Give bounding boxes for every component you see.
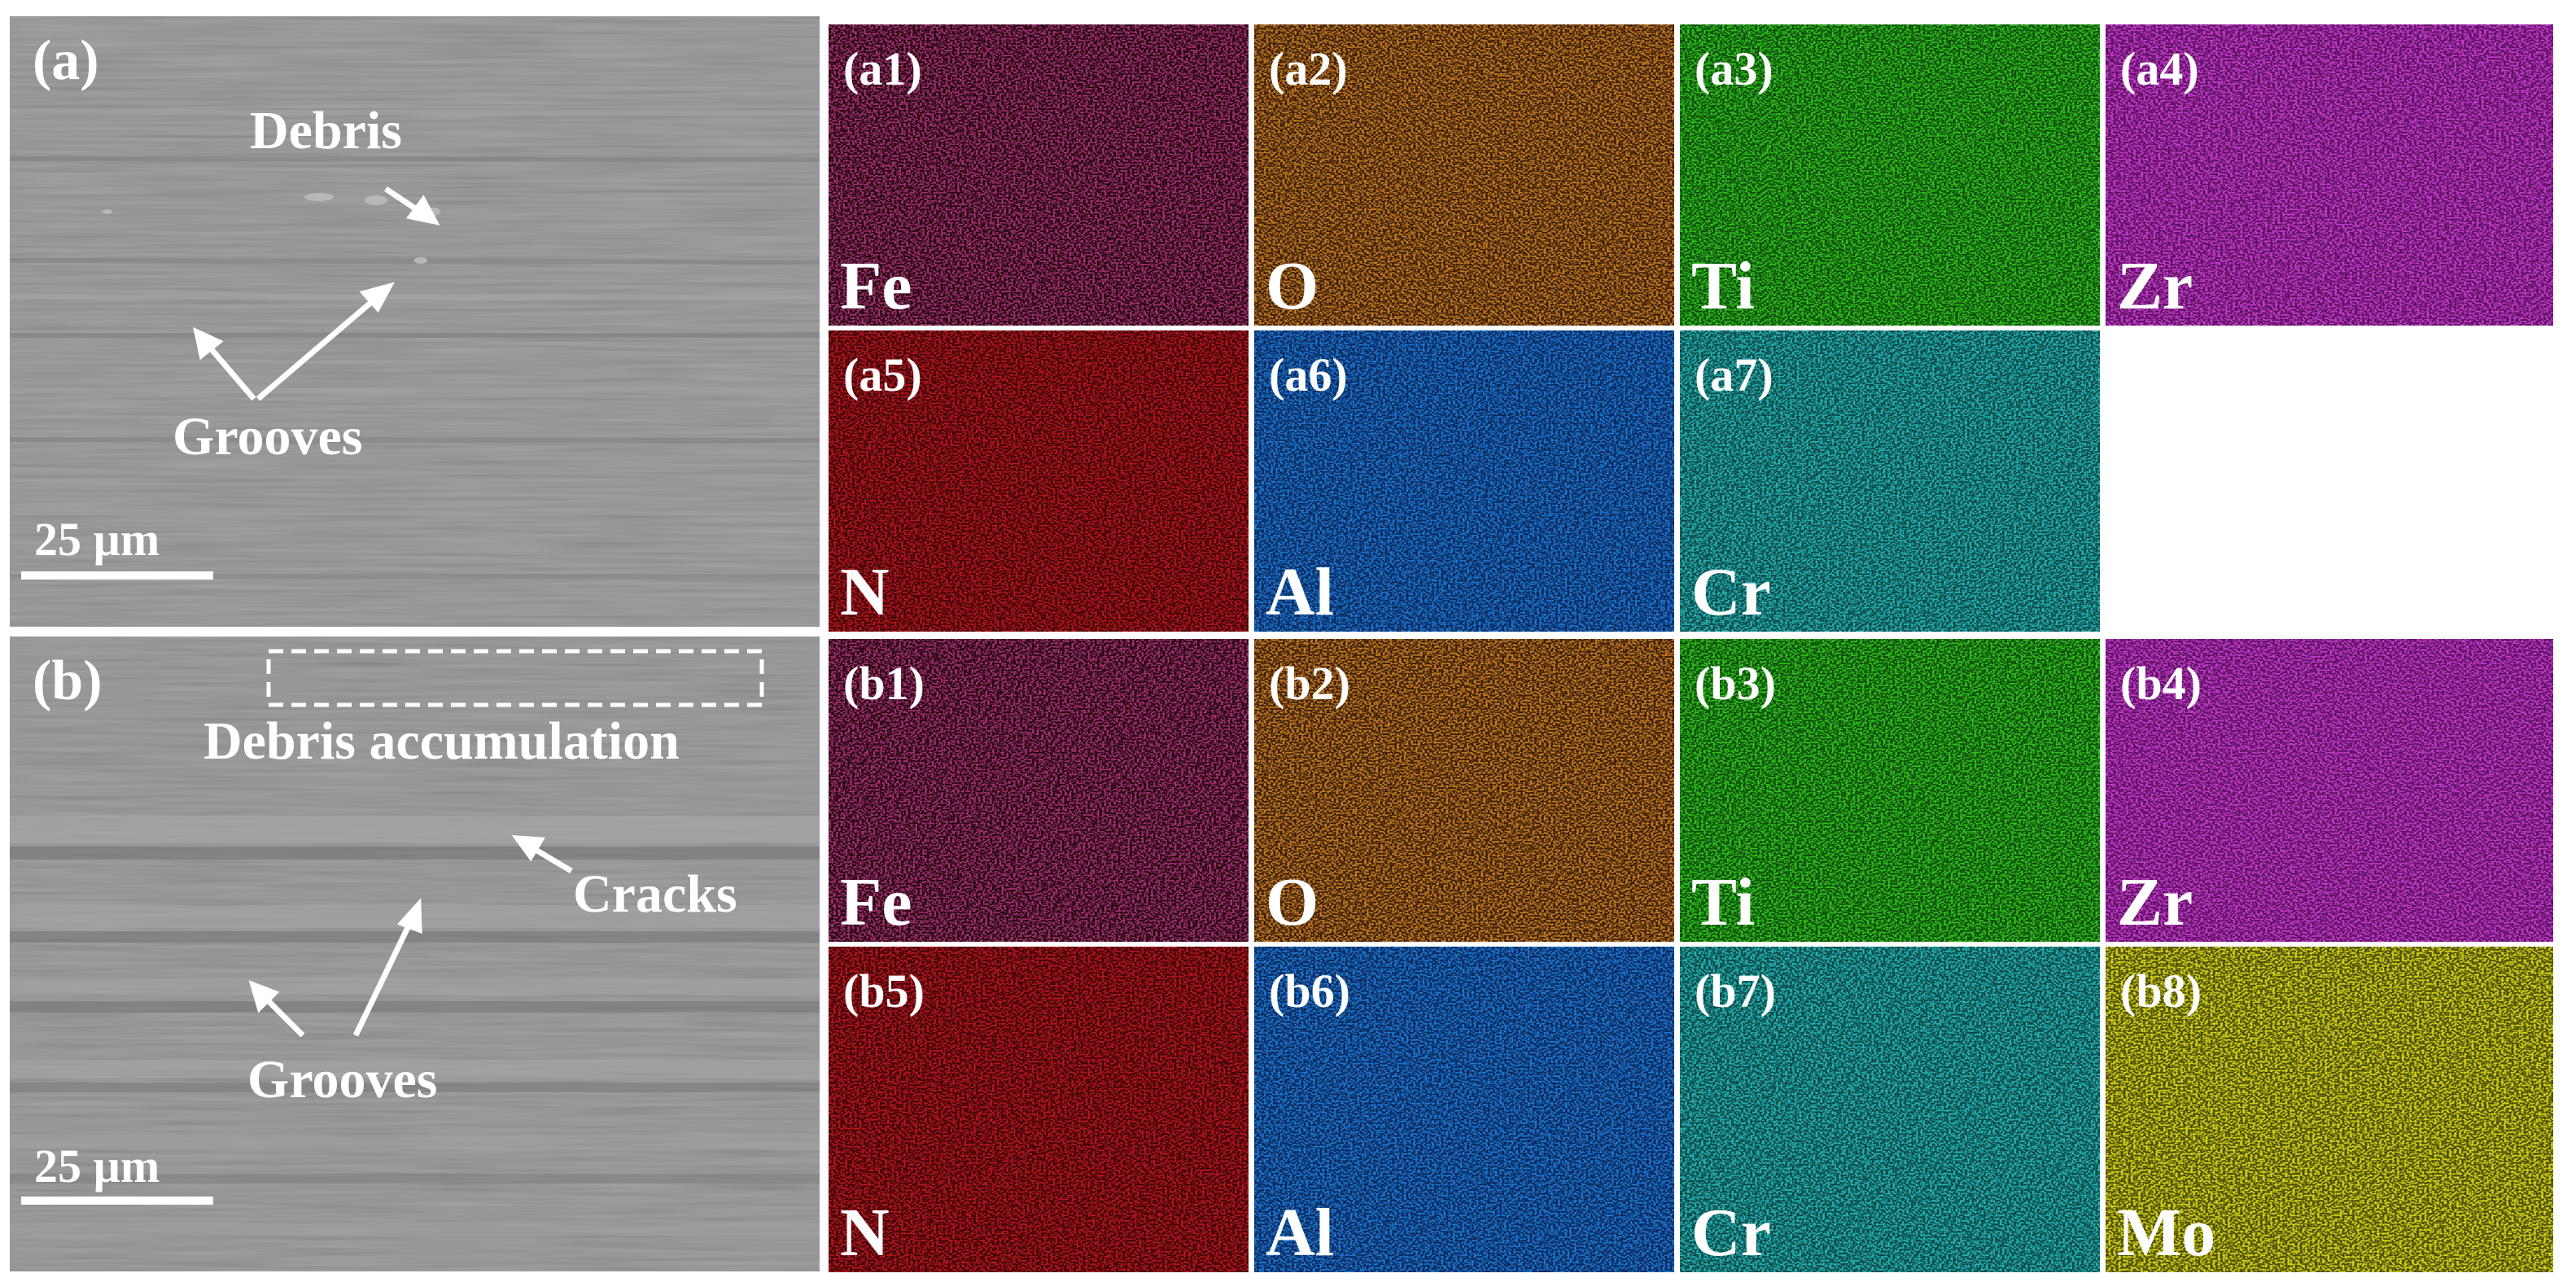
sem-image-a: (a) Debris Grooves 25 µm <box>10 16 820 627</box>
map-label-b6: (b6) <box>1269 965 1350 1017</box>
scale-bar-line-b <box>21 1197 213 1205</box>
map-texture-a2 <box>1254 24 1674 326</box>
sem-texture-a <box>10 16 820 627</box>
eds-map-a4: (a4) Zr <box>2106 24 2553 326</box>
panel-label-a: (a) <box>33 29 99 92</box>
eds-map-a5: (a5) N <box>829 330 1249 632</box>
sem-image-b: (b) Debris accumulation Cracks Grooves 2… <box>10 637 820 1271</box>
element-label-a7: Cr <box>1691 554 1771 630</box>
map-label-a1: (a1) <box>843 42 922 95</box>
map-texture-a3 <box>1680 24 2100 326</box>
map-label-b3: (b3) <box>1695 657 1776 710</box>
map-texture-b6 <box>1254 947 1674 1272</box>
annotation-cracks: Cracks <box>573 864 737 924</box>
eds-map-b1: (b1) Fe <box>829 639 1249 942</box>
map-label-b2: (b2) <box>1269 657 1350 710</box>
map-label-a3: (a3) <box>1695 42 1773 95</box>
eds-map-a7: (a7) Cr <box>1680 330 2100 632</box>
map-label-b7: (b7) <box>1695 965 1776 1017</box>
eds-map-a3: (a3) Ti <box>1680 24 2100 326</box>
scale-bar-line-a <box>21 571 213 580</box>
element-label-a6: Al <box>1266 554 1334 630</box>
element-label-b8: Mo <box>2117 1195 2216 1271</box>
scale-bar-label-b: 25 µm <box>34 1140 160 1192</box>
map-texture-b3 <box>1680 639 2100 942</box>
map-label-b4: (b4) <box>2120 657 2202 710</box>
map-label-a6: (a6) <box>1269 348 1348 401</box>
sem-texture-b <box>10 637 820 1271</box>
annotation-arrows-b <box>248 834 573 1038</box>
element-label-b2: O <box>1266 864 1319 940</box>
eds-map-b2: (b2) O <box>1254 639 1674 942</box>
eds-map-b7: (b7) Cr <box>1680 947 2100 1272</box>
map-label-b5: (b5) <box>843 965 925 1017</box>
eds-map-b5: (b5) N <box>829 947 1249 1272</box>
eds-map-a1: (a1) Fe <box>829 24 1249 326</box>
map-label-b1: (b1) <box>843 657 925 710</box>
map-texture-a5 <box>829 330 1249 632</box>
map-texture-a7 <box>1680 330 2100 632</box>
map-texture-a1 <box>829 24 1249 326</box>
map-texture-a6 <box>1254 330 1674 632</box>
map-label-b8: (b8) <box>2120 965 2202 1017</box>
element-label-a5: N <box>840 554 890 630</box>
eds-map-a6: (a6) Al <box>1254 330 1674 632</box>
map-label-a2: (a2) <box>1269 42 1348 95</box>
eds-map-b6: (b6) Al <box>1254 947 1674 1272</box>
eds-map-a2: (a2) O <box>1254 24 1674 326</box>
map-label-a5: (a5) <box>843 348 922 401</box>
eds-map-b4: (b4) Zr <box>2106 639 2553 942</box>
map-texture-b1 <box>829 639 1249 942</box>
annotation-arrows-a <box>193 186 440 401</box>
element-label-a4: Zr <box>2117 248 2193 324</box>
map-texture-b7 <box>1680 947 2100 1272</box>
panel-label-b: (b) <box>33 650 103 712</box>
map-texture-b5 <box>829 947 1249 1272</box>
element-label-b3: Ti <box>1691 864 1755 940</box>
map-label-a4: (a4) <box>2120 42 2199 95</box>
eds-map-b3: (b3) Ti <box>1680 639 2100 942</box>
map-texture-b4 <box>2106 639 2553 942</box>
map-label-a7: (a7) <box>1695 348 1773 401</box>
map-texture-b8 <box>2106 947 2553 1272</box>
element-label-a2: O <box>1266 248 1319 324</box>
annotation-grooves-b: Grooves <box>247 1050 438 1109</box>
element-label-b6: Al <box>1266 1195 1334 1271</box>
eds-map-b8: (b8) Mo <box>2106 947 2553 1272</box>
annotation-grooves-a: Grooves <box>173 407 363 466</box>
element-label-a3: Ti <box>1691 248 1755 324</box>
annotation-debris-accumulation: Debris accumulation <box>203 711 680 771</box>
scale-bar-label-a: 25 µm <box>34 513 160 566</box>
element-label-b4: Zr <box>2117 864 2193 940</box>
map-texture-b2 <box>1254 639 1674 942</box>
element-label-b5: N <box>840 1195 890 1271</box>
annotation-debris: Debris <box>250 101 402 160</box>
element-label-b7: Cr <box>1691 1195 1771 1271</box>
map-texture-a4 <box>2106 24 2553 326</box>
element-label-a1: Fe <box>840 248 912 324</box>
element-label-b1: Fe <box>840 864 912 940</box>
